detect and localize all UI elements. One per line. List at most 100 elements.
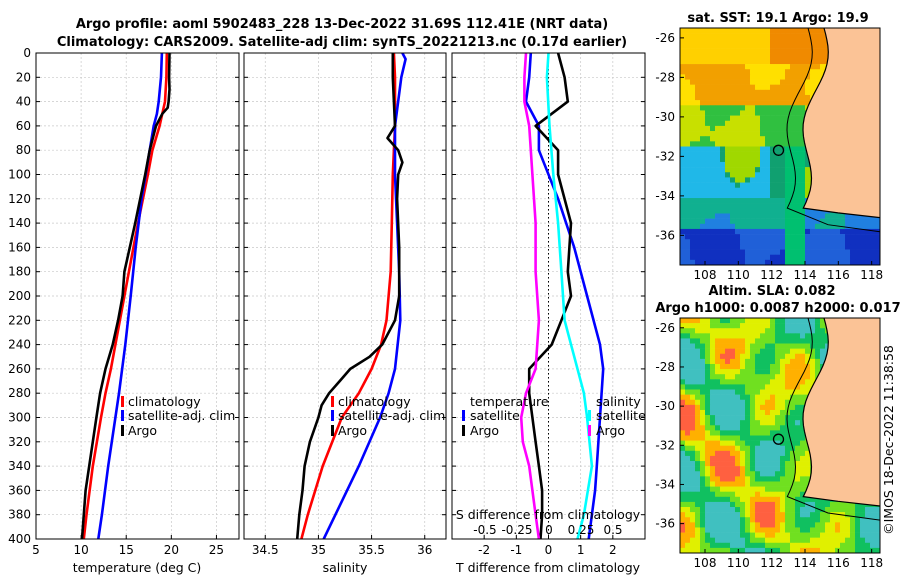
- series-line-temperature-satellite: [524, 53, 605, 539]
- map-cell: [710, 213, 716, 219]
- map-cell: [760, 455, 766, 462]
- map-cell: [755, 522, 761, 528]
- map-cell: [865, 547, 871, 553]
- map-cell: [810, 542, 816, 549]
- map-cell: [760, 249, 766, 255]
- map-cell: [680, 537, 686, 544]
- map-cell: [805, 333, 811, 339]
- map-cell: [705, 213, 711, 219]
- map-cell: [680, 48, 686, 55]
- map-cell: [725, 74, 731, 80]
- map-cell: [770, 537, 776, 544]
- map-cell: [755, 445, 761, 452]
- map-cell: [770, 466, 776, 472]
- map-cell: [765, 105, 771, 111]
- map-cell: [755, 239, 761, 245]
- map-cell: [790, 74, 796, 80]
- map-cell: [755, 208, 761, 214]
- map-cell: [855, 537, 861, 544]
- map-cell: [875, 542, 880, 549]
- map-cell: [775, 369, 781, 375]
- map-cell: [710, 343, 716, 349]
- map-cell: [730, 192, 736, 199]
- map-cell: [795, 43, 801, 49]
- map-cell: [820, 323, 826, 329]
- map-cell: [690, 141, 696, 147]
- map-cell: [690, 328, 696, 334]
- map-cell: [710, 374, 716, 380]
- map-cell: [790, 430, 796, 436]
- map-cell: [800, 58, 806, 65]
- map-cell: [775, 198, 781, 204]
- map-cell: [810, 532, 816, 538]
- map-cell: [800, 348, 806, 355]
- map-cell: [800, 69, 806, 75]
- map-cell: [870, 234, 876, 240]
- map-cell: [735, 537, 741, 544]
- map-cell: [730, 94, 736, 101]
- map-cell: [800, 218, 806, 225]
- map-cell: [745, 369, 751, 375]
- map-cell: [740, 343, 746, 349]
- map-cell: [755, 532, 761, 538]
- map-cell: [775, 105, 781, 111]
- map-cell: [715, 507, 721, 513]
- map-cell: [785, 84, 791, 91]
- map-cell: [780, 353, 786, 360]
- lon-tick-label: 110: [727, 556, 750, 570]
- map-cell: [740, 64, 746, 70]
- map-cell: [765, 131, 771, 137]
- map-cell: [800, 542, 806, 549]
- map-cell: [740, 28, 746, 34]
- map-cell: [785, 440, 791, 447]
- map-cell: [790, 177, 796, 183]
- map-cell: [715, 430, 721, 436]
- map-cell: [710, 79, 716, 85]
- map-cell: [725, 115, 731, 122]
- map-cell: [715, 379, 721, 385]
- map-cell: [700, 69, 706, 75]
- map-cell: [740, 156, 746, 163]
- map-cell: [800, 33, 806, 39]
- map-cell: [780, 537, 786, 544]
- map-cell: [750, 542, 756, 549]
- map-cell: [740, 213, 746, 219]
- map-cell: [765, 115, 771, 122]
- map-cell: [760, 450, 766, 457]
- map-cell: [815, 323, 821, 329]
- map-cell: [740, 389, 746, 395]
- map-cell: [740, 542, 746, 549]
- map-cell: [805, 228, 811, 235]
- map-cell: [705, 223, 711, 230]
- map-cell: [780, 69, 786, 75]
- map-cell: [805, 244, 811, 250]
- map-cell: [865, 259, 871, 265]
- x-tick-label: 35.5: [358, 543, 385, 557]
- map-cell: [685, 394, 691, 401]
- map-cell: [690, 239, 696, 245]
- map-cell: [710, 151, 716, 158]
- map-cell: [840, 522, 846, 528]
- map-cell: [765, 110, 771, 116]
- map-cell: [860, 259, 866, 265]
- map-cell: [810, 363, 816, 370]
- map-cell: [705, 481, 711, 487]
- map-cell: [805, 156, 811, 163]
- map-cell: [750, 501, 756, 508]
- map-cell: [705, 161, 711, 168]
- map-cell: [715, 522, 721, 528]
- map-cell: [800, 177, 806, 183]
- map-cell: [745, 501, 751, 508]
- map-cell: [750, 435, 756, 441]
- map-cell: [770, 203, 776, 209]
- map-cell: [765, 43, 771, 49]
- map-cell: [865, 537, 871, 544]
- map-cell: [710, 244, 716, 250]
- map-cell: [820, 223, 826, 230]
- map-cell: [805, 182, 811, 189]
- map-cell: [785, 244, 791, 250]
- map-cell: [775, 348, 781, 355]
- map-cell: [685, 198, 691, 204]
- map-cell: [695, 338, 701, 344]
- argo-position-marker: [772, 144, 785, 156]
